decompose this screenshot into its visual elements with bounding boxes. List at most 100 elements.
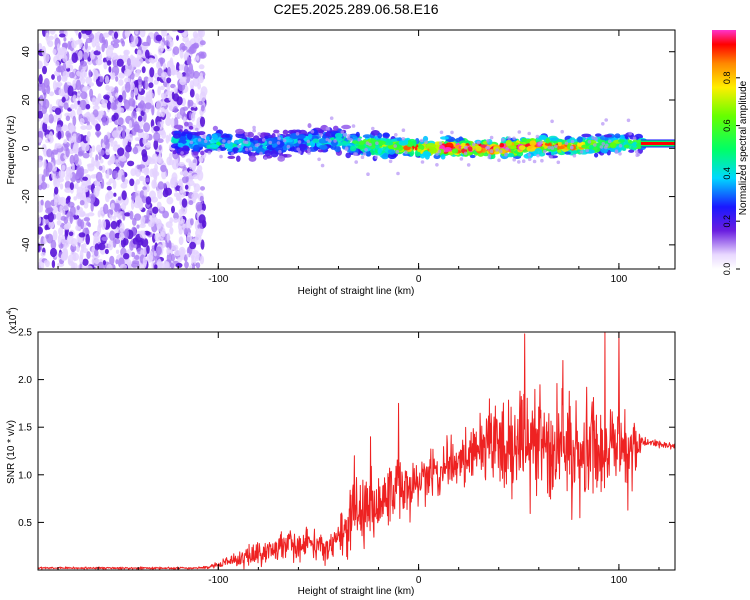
- noise-blob: [178, 162, 185, 167]
- signal-blob: [614, 133, 621, 139]
- noise-blob: [151, 196, 159, 203]
- noise-blob: [118, 94, 123, 103]
- noise-blob: [106, 181, 112, 186]
- signal-outlier: [495, 148, 500, 152]
- noise-blob: [175, 262, 183, 268]
- signal-blob: [618, 139, 625, 143]
- signal-outlier: [593, 143, 597, 147]
- signal-blob: [521, 138, 527, 143]
- noise-blob: [153, 132, 161, 142]
- signal-blob: [499, 143, 505, 148]
- signal-blob: [277, 155, 286, 162]
- noise-blob: [51, 149, 59, 155]
- colorbar-tick-label: 0.4: [722, 167, 732, 180]
- signal-blob: [594, 152, 599, 158]
- noise-blob: [101, 115, 107, 127]
- noise-blob: [134, 213, 142, 221]
- y-tick-label: 1.0: [18, 470, 32, 481]
- signal-outlier: [521, 159, 526, 163]
- signal-outlier: [634, 150, 639, 154]
- noise-blob: [55, 159, 62, 165]
- signal-outlier: [501, 138, 505, 142]
- noise-blob: [113, 112, 119, 121]
- signal-outlier: [306, 139, 311, 144]
- noise-blob: [173, 106, 178, 113]
- noise-blob: [50, 239, 57, 250]
- colorbar-ticks: 0.0 0.2 0.4 0.6 0.8: [722, 72, 740, 275]
- noise-blob: [192, 196, 196, 204]
- noise-blob: [118, 169, 121, 179]
- noise-blob: [118, 79, 124, 86]
- noise-blob: [57, 130, 62, 140]
- noise-blob: [109, 255, 115, 266]
- noise-blob: [109, 96, 116, 102]
- noise-blob: [104, 248, 109, 255]
- signal-blob: [440, 154, 446, 160]
- signal-blob: [200, 150, 205, 156]
- noise-blob: [108, 66, 112, 73]
- noise-blob: [153, 172, 158, 182]
- signal-blob: [287, 129, 295, 134]
- noise-blob: [38, 243, 41, 253]
- noise-blob: [38, 204, 42, 213]
- noise-blob: [137, 94, 143, 101]
- right-band-core: [640, 141, 675, 145]
- signal-outlier: [489, 149, 494, 153]
- signal-blob: [379, 137, 387, 141]
- x-tick-label: 0: [416, 575, 422, 586]
- noise-blob: [126, 58, 131, 66]
- signal-blob: [226, 148, 233, 152]
- noise-blob: [101, 236, 108, 241]
- noise-blob: [127, 160, 135, 167]
- noise-blob: [113, 31, 119, 39]
- signal-outlier: [438, 141, 443, 146]
- noise-blob: [187, 232, 191, 238]
- noise-blob: [94, 243, 100, 251]
- signal-outlier: [219, 154, 223, 159]
- noise-blob: [154, 264, 158, 269]
- colorbar-tick-label: 0.8: [722, 72, 732, 85]
- noise-blob: [109, 209, 114, 216]
- noise-blob: [128, 120, 132, 129]
- signal-blob: [526, 145, 537, 152]
- noise-blob: [144, 102, 152, 110]
- x-tick-label: -100: [208, 575, 228, 586]
- noise-blob: [132, 260, 140, 265]
- noise-blob: [178, 236, 184, 246]
- noise-blob: [120, 182, 128, 189]
- signal-blob: [534, 148, 543, 155]
- noise-blob: [184, 184, 189, 190]
- noise-blob: [120, 38, 124, 44]
- signal-outlier: [263, 156, 268, 160]
- noise-blob: [137, 115, 143, 122]
- noise-blob: [172, 244, 179, 252]
- noise-blob: [140, 215, 146, 225]
- signal-blob: [529, 140, 537, 147]
- signal-blob: [417, 148, 422, 153]
- signal-blob: [264, 150, 273, 156]
- noise-blob: [186, 252, 190, 258]
- signal-outlier: [237, 144, 241, 149]
- signal-outlier: [351, 124, 356, 128]
- noise-blob: [46, 84, 51, 95]
- noise-blob: [115, 259, 119, 265]
- noise-blob: [149, 168, 155, 178]
- noise-blob: [198, 30, 203, 38]
- noise-blob: [142, 153, 148, 163]
- signal-outlier: [317, 157, 321, 162]
- noise-blob: [156, 61, 161, 69]
- noise-blob: [200, 51, 207, 59]
- noise-blob: [200, 239, 205, 250]
- signal-blob: [387, 149, 396, 155]
- signal-outlier: [362, 152, 367, 156]
- noise-blob: [39, 95, 44, 100]
- noise-blob: [91, 258, 95, 264]
- noise-blob: [165, 117, 172, 126]
- noise-blob: [55, 98, 63, 106]
- signal-blob: [235, 128, 245, 135]
- noise-blob: [168, 93, 173, 101]
- signal-blob: [480, 144, 487, 148]
- noise-blob: [49, 104, 53, 115]
- noise-blob: [41, 45, 47, 56]
- noise-blob: [171, 253, 175, 262]
